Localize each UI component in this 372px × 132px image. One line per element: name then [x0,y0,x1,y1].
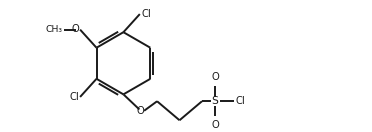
Text: O: O [137,106,145,116]
Text: S: S [211,96,218,106]
Text: Cl: Cl [69,92,79,102]
Text: O: O [71,24,79,34]
Text: O: O [211,72,219,82]
Text: O: O [211,120,219,130]
Text: CH₃: CH₃ [46,25,63,34]
Text: Cl: Cl [235,96,245,106]
Text: Cl: Cl [141,9,151,19]
